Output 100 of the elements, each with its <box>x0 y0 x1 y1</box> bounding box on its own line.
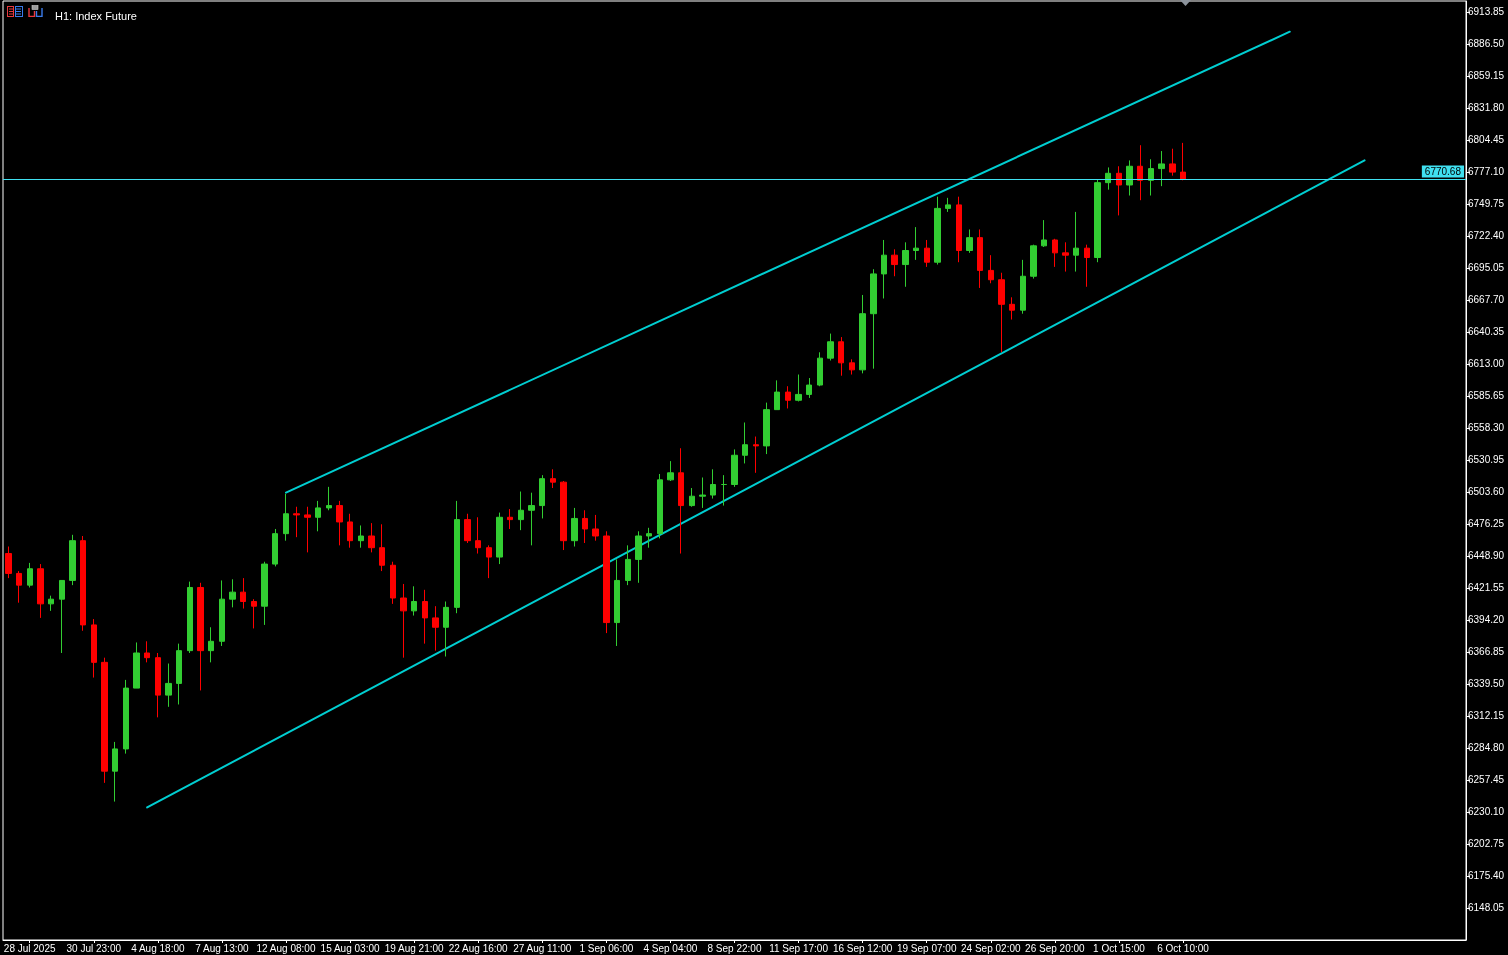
y-tick-label: 6448.90 <box>1468 550 1505 562</box>
candlestick <box>165 663 172 708</box>
x-tick-label: 27 Aug 11:00 <box>513 942 572 954</box>
candlestick <box>326 486 332 511</box>
y-tick-label: 6230.10 <box>1468 806 1505 818</box>
candlestick <box>956 196 962 263</box>
candlestick <box>16 570 22 604</box>
candlestick <box>48 595 54 612</box>
candlestick <box>1020 259 1026 315</box>
candlestick <box>1169 148 1176 177</box>
candlestick <box>293 506 300 538</box>
candlestick <box>763 402 770 455</box>
candlestick <box>560 480 567 551</box>
candlestick <box>998 272 1005 353</box>
candlestick <box>80 535 86 632</box>
candlestick <box>219 579 225 647</box>
candlestick <box>59 579 65 654</box>
x-tick-label: 11 Sep 17:00 <box>769 942 829 954</box>
candlestick <box>283 493 289 542</box>
candlestick <box>390 561 396 605</box>
candlestick <box>1158 150 1165 187</box>
candlestick <box>699 476 706 509</box>
candlestick <box>614 558 620 647</box>
x-tick-label: 4 Sep 04:00 <box>643 942 698 954</box>
y-tick-label: 6366.85 <box>1468 646 1505 658</box>
y-tick-label: 6749.75 <box>1468 198 1505 210</box>
candlestick <box>261 561 268 626</box>
candlestick <box>1105 166 1111 191</box>
candlestick <box>795 374 802 402</box>
x-tick-label: 19 Sep 07:00 <box>896 942 957 954</box>
x-tick-label: 6 Oct 10:00 <box>1157 942 1210 954</box>
candlestick <box>635 530 642 584</box>
candlestick <box>902 241 909 288</box>
candlestick <box>988 254 994 284</box>
y-tick-label: 6585.65 <box>1468 390 1505 402</box>
candlestick <box>443 601 449 657</box>
y-tick-label: 6476.25 <box>1468 518 1505 530</box>
y-tick-label: 6530.95 <box>1468 454 1505 466</box>
candlestick <box>966 228 973 254</box>
x-tick-label: 1 Sep 06:00 <box>579 942 634 954</box>
candlestick <box>1137 144 1143 201</box>
y-tick-label: 6859.15 <box>1468 70 1505 82</box>
y-tick-label: 6913.85 <box>1468 6 1505 18</box>
candlestick <box>379 523 385 572</box>
y-tick-label: 6667.70 <box>1468 294 1505 306</box>
candlestick <box>368 522 375 553</box>
y-tick-label: 6640.35 <box>1468 326 1505 338</box>
candlestick <box>27 562 33 588</box>
candlestick <box>945 197 951 213</box>
candlestick <box>5 546 12 579</box>
candlestick <box>400 583 407 659</box>
candlestick <box>827 333 834 361</box>
candlestick <box>101 657 108 784</box>
candlestick <box>924 239 930 268</box>
x-tick-label: 19 Aug 21:00 <box>384 942 445 954</box>
x-tick-label: 15 Aug 03:00 <box>320 942 380 954</box>
candlestick <box>91 618 97 679</box>
candlestick <box>774 379 780 411</box>
y-tick-label: 6312.15 <box>1468 710 1505 722</box>
y-tick-label: 6175.40 <box>1468 870 1505 882</box>
candlestick <box>432 605 439 652</box>
candlestick <box>1041 219 1047 248</box>
x-tick-label: 1 Oct 15:00 <box>1093 942 1146 954</box>
candlestick <box>785 385 791 409</box>
y-tick-label: 6339.50 <box>1468 678 1505 690</box>
y-tick-label: 6722.40 <box>1468 230 1505 242</box>
candlestick <box>721 474 727 507</box>
candlestick <box>891 248 898 277</box>
candlestick <box>731 448 738 488</box>
candlestick <box>753 436 759 474</box>
y-tick-label: 6558.30 <box>1468 422 1505 434</box>
candlestick <box>582 509 588 544</box>
candlestick <box>144 640 150 663</box>
x-tick-label: 16 Sep 12:00 <box>832 942 893 954</box>
candlestick <box>646 527 652 549</box>
candlestick <box>625 544 631 586</box>
candlestick <box>592 514 599 542</box>
y-tick-label: 6831.80 <box>1468 102 1505 114</box>
candlestick <box>464 513 471 544</box>
y-tick-label: 6257.45 <box>1468 774 1505 786</box>
y-tick-label: 6421.55 <box>1468 582 1505 594</box>
candlestick <box>1084 244 1090 288</box>
candlestick <box>518 491 524 531</box>
candlestick <box>411 585 417 617</box>
y-tick-label: 6613.00 <box>1468 358 1505 370</box>
candlestick <box>603 530 610 634</box>
candlestick <box>550 468 556 489</box>
x-tick-label: 26 Sep 20:00 <box>1025 942 1086 954</box>
candlestick <box>123 679 129 755</box>
x-tick-label: 24 Sep 02:00 <box>961 942 1021 954</box>
candlestick <box>838 336 844 377</box>
candlestick <box>272 528 278 567</box>
candlestick <box>1009 296 1015 321</box>
candlestick <box>1148 158 1154 197</box>
x-tick-label: 12 Aug 08:00 <box>256 942 316 954</box>
candlestick <box>69 534 76 586</box>
candlestick <box>528 492 535 546</box>
candlestick <box>454 500 460 614</box>
candlestick <box>1180 142 1186 181</box>
candlestick <box>859 294 866 374</box>
